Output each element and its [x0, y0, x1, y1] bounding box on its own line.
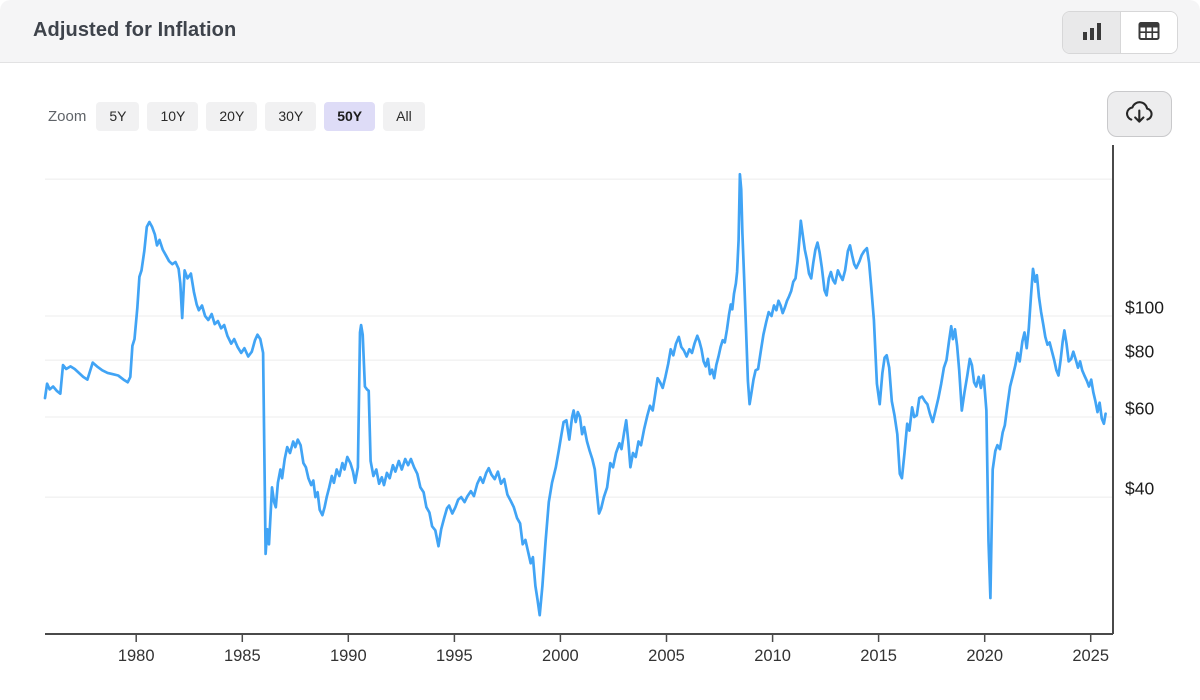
x-tick-label-2020: 2020: [966, 647, 1003, 665]
zoom-toolbar: Zoom 5Y 10Y 20Y 30Y 50Y All: [48, 102, 425, 131]
price-line-series-0: [43, 172, 1107, 617]
table-view-button[interactable]: [1120, 12, 1177, 53]
download-button[interactable]: [1107, 91, 1172, 137]
zoom-button-5y[interactable]: 5Y: [96, 102, 140, 131]
zoom-button-20y[interactable]: 20Y: [206, 102, 258, 131]
chart-view-button[interactable]: [1063, 12, 1120, 53]
cloud-download-icon: [1123, 98, 1156, 130]
x-tick-label-2010: 2010: [754, 647, 791, 665]
zoom-label: Zoom: [48, 108, 87, 125]
x-tick-label-1990: 1990: [330, 647, 367, 665]
view-toggle-group: [1062, 11, 1178, 54]
y-tick-label-100: $100: [1125, 298, 1164, 318]
chart-header: Adjusted for Inflation: [0, 0, 1200, 63]
x-tick-label-2025: 2025: [1072, 647, 1109, 665]
x-tick-label-2000: 2000: [542, 647, 579, 665]
x-tick-label-1995: 1995: [436, 647, 473, 665]
price-chart[interactable]: 1980 1985 1990 1995 2000 2005 2010 2015 2020 2025…: [0, 140, 1200, 700]
zoom-button-all[interactable]: All: [383, 102, 425, 131]
y-tick-label-80: $80: [1125, 342, 1154, 362]
page-title: Adjusted for Inflation: [33, 19, 237, 41]
table-icon: [1137, 20, 1161, 45]
x-tick-label-2015: 2015: [860, 647, 897, 665]
x-tick-label-1980: 1980: [118, 647, 155, 665]
bar-chart-icon: [1081, 20, 1103, 45]
y-tick-label-40: $40: [1125, 479, 1154, 499]
x-tick-label-1985: 1985: [224, 647, 261, 665]
zoom-button-50y[interactable]: 50Y: [324, 102, 376, 131]
x-tick-label-2005: 2005: [648, 647, 685, 665]
zoom-button-30y[interactable]: 30Y: [265, 102, 317, 131]
price-chart-svg[interactable]: 1980 1985 1990 1995 2000 2005 2010 2015 2020 2025…: [0, 140, 1200, 700]
y-tick-label-60: $60: [1125, 399, 1154, 419]
zoom-button-10y[interactable]: 10Y: [147, 102, 199, 131]
